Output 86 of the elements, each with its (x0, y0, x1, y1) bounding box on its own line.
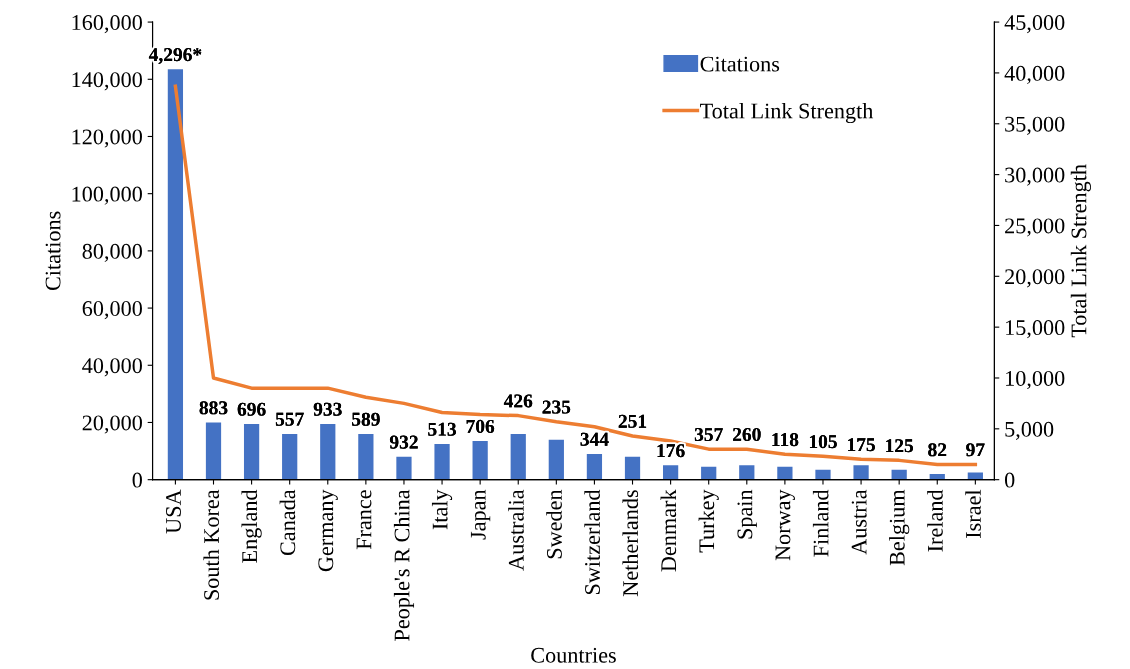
x-tick-label: France (356, 490, 372, 550)
x-axis-title: Countries (531, 647, 616, 663)
x-tick-label: Canada (279, 489, 296, 556)
x-tick-label: Austria (851, 489, 867, 555)
annotation: 933 (313, 402, 342, 416)
bar (434, 443, 450, 480)
bar (548, 439, 564, 480)
annotation: 97 (966, 443, 985, 457)
x-tick-label: Sweden (546, 489, 562, 559)
annotation: 235 (542, 400, 571, 414)
annotation: 251 (618, 414, 647, 428)
y-tick-label: 140,000 (72, 72, 142, 91)
y2-tick-label: 25,000 (1005, 218, 1065, 237)
bar (815, 469, 831, 480)
bar (472, 441, 488, 480)
y2-tick-label: 35,000 (1005, 116, 1065, 135)
y2-tick-label: 15,000 (1006, 320, 1065, 339)
x-tick-label: Germany (318, 489, 338, 572)
x-tick-label: Israel (965, 489, 981, 538)
y-axis-title: Citations (45, 211, 61, 291)
y-tick-label: 40,000 (82, 358, 142, 377)
annotation: 260 (733, 427, 761, 442)
y-tick-label: 120,000 (72, 129, 142, 148)
y2-tick-label: 30,000 (1005, 167, 1065, 186)
x-tick-label: Belgium (889, 489, 910, 566)
x-tick-label: Australia (508, 489, 524, 571)
bar (243, 423, 260, 480)
annotation: 357 (694, 427, 723, 442)
y-tick-label: 0 (132, 472, 142, 488)
bar (205, 422, 222, 480)
bar (624, 456, 641, 480)
x-tick-label: Switzerland (584, 489, 600, 595)
x-tick-label: South Korea (203, 489, 220, 600)
bar (282, 433, 298, 480)
annotation: 344 (580, 432, 609, 446)
legend-label: Citations (700, 56, 780, 72)
y2-tick-label: 45,000 (1004, 15, 1065, 34)
y-tick-label: 100,000 (72, 186, 142, 205)
bar (320, 423, 336, 480)
bar (358, 433, 374, 480)
y-tick-label: 20,000 (82, 415, 142, 434)
y2-tick-label: 40,000 (1004, 65, 1065, 85)
annotation: 696 (237, 402, 266, 416)
x-tick-label: Italy (431, 489, 453, 530)
x-tick-label: Ireland (927, 489, 943, 552)
y-tick-label: 60,000 (82, 301, 142, 320)
x-tick-label: Norway (775, 489, 795, 561)
y2-tick-label: 5,000 (1005, 421, 1054, 440)
annotation: 118 (772, 433, 799, 447)
bar (853, 465, 869, 480)
bar (586, 453, 603, 480)
legend-label: Total Link Strength (700, 102, 874, 124)
annotation: 932 (389, 435, 418, 449)
bar (167, 69, 184, 480)
annotation: 176 (657, 444, 685, 458)
x-tick-label: Finland (812, 489, 829, 557)
annotation: 589 (352, 412, 380, 426)
bar (396, 456, 412, 480)
bar (739, 465, 755, 480)
bar (510, 433, 526, 480)
y2-axis-title: Total Link Strength (1070, 164, 1091, 338)
y2-tick-label: 0 (1004, 472, 1015, 488)
annotation: 883 (199, 401, 228, 415)
annotation: 175 (848, 438, 875, 452)
annotation: 513 (428, 422, 456, 436)
x-tick-label: England (241, 489, 262, 563)
x-tick-label: Japan (470, 489, 491, 540)
annotation: 426 (503, 394, 533, 408)
annotation: 105 (809, 435, 837, 449)
x-tick-label: Netherlands (622, 490, 639, 597)
x-tick-label: Denmark (660, 489, 677, 572)
y2-tick-label: 20,000 (1005, 269, 1065, 288)
bar (701, 466, 717, 480)
annotation: 125 (886, 439, 914, 453)
x-tick-label: USA (166, 489, 181, 534)
annotation: 82 (928, 443, 947, 457)
y-tick-label: 160,000 (72, 15, 142, 34)
bar (777, 466, 793, 480)
bar (662, 465, 679, 480)
x-tick-label: Turkey (698, 489, 719, 553)
x-tick-label: Spain (737, 489, 757, 539)
y-tick-label: 80,000 (82, 243, 142, 262)
annotation: 557 (275, 412, 304, 426)
x-tick-label: People's R China (393, 489, 415, 641)
y2-tick-label: 10,000 (1006, 370, 1065, 390)
annotation: 706 (466, 419, 495, 433)
